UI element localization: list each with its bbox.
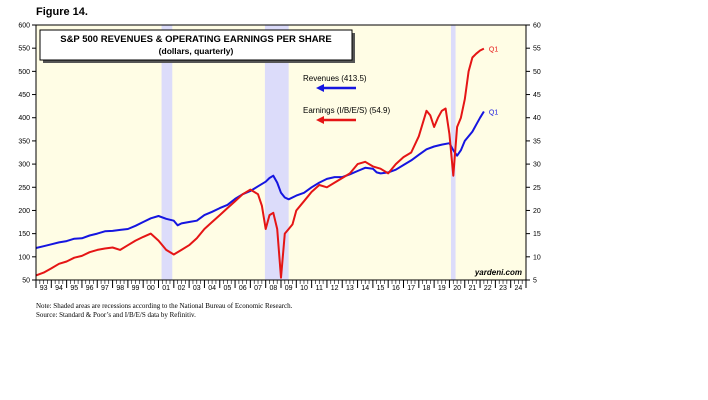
y-left-tick-label: 550 (18, 46, 30, 53)
note-line: Note: Shaded areas are recessions accord… (36, 302, 293, 310)
recession-bands (161, 25, 456, 280)
chart-title: S&P 500 REVENUES & OPERATING EARNINGS PE… (60, 34, 332, 45)
series-lines: Q1 Q1 (35, 47, 498, 279)
legend: Revenues (413.5) Earnings (I/B/E/S) (54.9… (303, 74, 390, 124)
watermark: yardeni.com (474, 268, 522, 277)
y-right-tick-label: 30 (533, 162, 541, 169)
x-tick-label: 18 (423, 285, 431, 292)
x-tick-label: 08 (269, 285, 277, 292)
x-tick-label: 93 (40, 285, 48, 292)
y-left-tick-label: 450 (18, 92, 30, 99)
y-left-tick-label: 200 (18, 208, 30, 215)
x-tick-label: 24 (514, 285, 522, 292)
y-left-tick-label: 500 (18, 69, 30, 76)
x-tick-label: 97 (101, 285, 109, 292)
y-right-tick-label: 50 (533, 69, 541, 76)
x-tick-label: 04 (208, 285, 216, 292)
x-tick-label: 94 (55, 285, 63, 292)
x-tick-label: 15 (377, 285, 385, 292)
title-box: S&P 500 REVENUES & OPERATING EARNINGS PE… (39, 29, 355, 63)
x-tick-label: 14 (361, 285, 369, 292)
title-box-frame (39, 29, 353, 61)
plot-border (35, 24, 527, 281)
x-tick-label: 13 (346, 285, 354, 292)
series-end-label: Q1 (489, 109, 498, 116)
x-tick-label: 03 (193, 285, 201, 292)
x-tick-label: 10 (300, 285, 308, 292)
y-right-tick-label: 35 (533, 138, 541, 145)
y-left-tick-label: 100 (18, 254, 30, 261)
series-line-revenues (35, 110, 485, 249)
x-tick-label: 99 (132, 285, 140, 292)
x-tick-label: 07 (254, 285, 262, 292)
x-tick-label: 20 (453, 285, 461, 292)
x-tick-label: 01 (162, 285, 170, 292)
legend-arrow-head (316, 116, 324, 124)
recession-band (161, 25, 173, 280)
y-right-tick-label: 20 (533, 208, 541, 215)
x-tick-label: 19 (438, 285, 446, 292)
recession-band (264, 25, 289, 280)
y-left-tick-label: 50 (22, 278, 30, 285)
y-right-tick-label: 40 (533, 115, 541, 122)
x-tick-label: 05 (224, 285, 232, 292)
x-tick-label: 02 (178, 285, 186, 292)
source-line: Source: Standard & Poor’s and I/B/E/S da… (36, 311, 196, 319)
x-tick-label: 09 (285, 285, 293, 292)
x-tick-label: 21 (469, 285, 477, 292)
y-right-tick-label: 10 (533, 254, 541, 261)
chart-subtitle: (dollars, quarterly) (159, 46, 234, 56)
x-tick-label: 16 (392, 285, 400, 292)
chart: 5010015020025030035040045050055060051015… (18, 23, 541, 293)
y-right-tick-label: 55 (533, 46, 541, 53)
y-right-tick-label: 60 (533, 23, 541, 30)
axes: 5010015020025030035040045050055060051015… (18, 23, 541, 293)
x-tick-label: 00 (147, 285, 155, 292)
y-right-tick-label: 45 (533, 92, 541, 99)
figure-label: Figure 14. (36, 6, 88, 18)
y-left-tick-label: 400 (18, 115, 30, 122)
recession-band (450, 25, 456, 280)
x-tick-label: 11 (316, 285, 323, 292)
legend-arrow-head (316, 84, 324, 92)
y-right-tick-label: 5 (533, 278, 537, 285)
series-line-earnings (35, 47, 485, 279)
x-tick-label: 17 (407, 285, 415, 292)
chart-notes: Note: Shaded areas are recessions accord… (36, 302, 292, 320)
series-end-label: Q1 (489, 47, 498, 54)
y-left-tick-label: 150 (18, 231, 30, 238)
legend-label: Revenues (413.5) (303, 74, 367, 83)
x-tick-label: 98 (116, 285, 124, 292)
y-left-tick-label: 600 (18, 23, 30, 30)
y-right-tick-label: 25 (533, 185, 541, 192)
x-tick-label: 96 (86, 285, 94, 292)
y-right-tick-label: 15 (533, 231, 541, 238)
x-tick-label: 06 (239, 285, 247, 292)
x-tick-label: 95 (70, 285, 78, 292)
y-left-tick-label: 300 (18, 162, 30, 169)
x-tick-label: 22 (484, 285, 492, 292)
x-tick-label: 23 (499, 285, 507, 292)
y-left-tick-label: 350 (18, 138, 30, 145)
y-left-tick-label: 250 (18, 185, 30, 192)
legend-label: Earnings (I/B/E/S) (54.9) (303, 106, 390, 115)
x-tick-label: 12 (331, 285, 339, 292)
